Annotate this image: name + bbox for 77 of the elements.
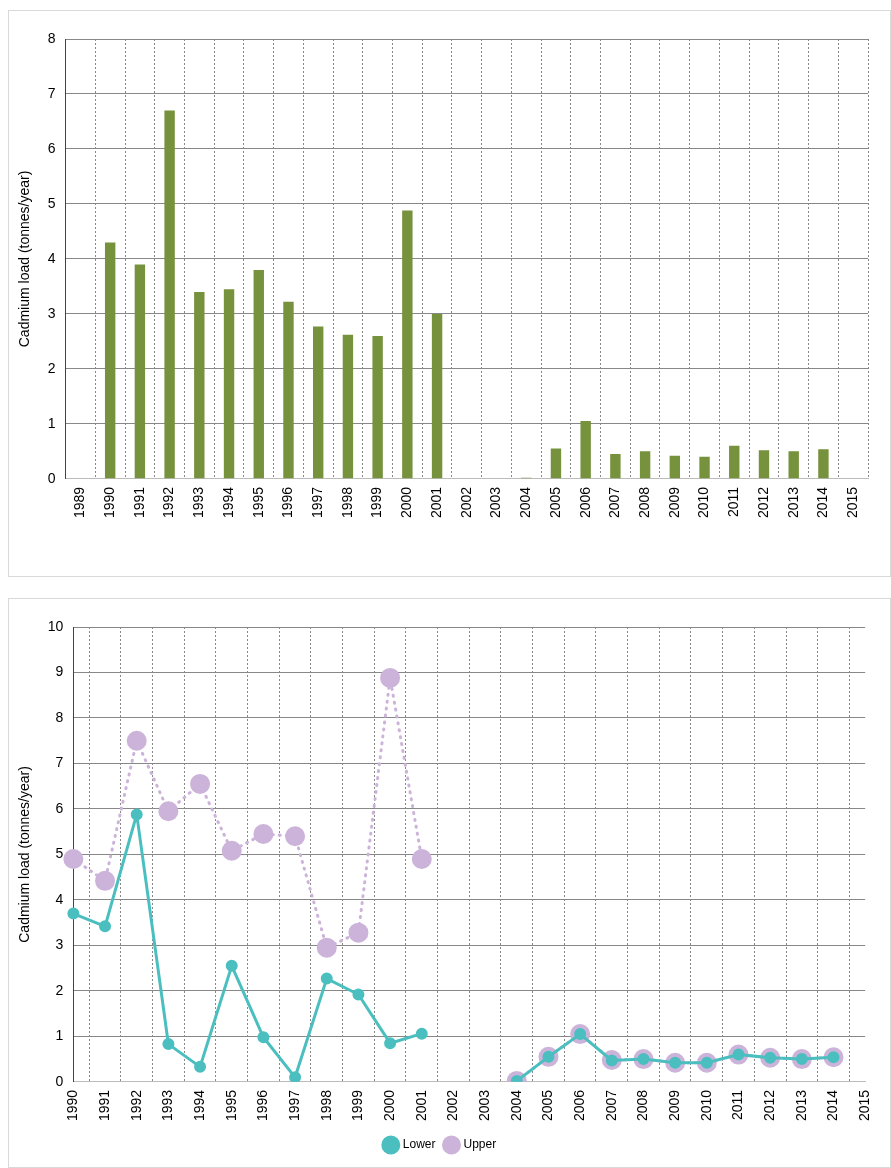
x-tick-label: 1993 (190, 486, 207, 519)
y-tick-label: 1 (55, 1027, 64, 1044)
x-tick-label: 1992 (160, 486, 177, 519)
x-tick-label: 1992 (127, 1089, 144, 1122)
x-tick-label: 2003 (475, 1089, 492, 1122)
x-tick-label: 2004 (507, 1089, 524, 1122)
x-tick-label: 2007 (606, 486, 623, 519)
x-tick-label: 2011 (725, 486, 742, 517)
x-tick-label: 1995 (222, 1089, 239, 1122)
x-tick-label: 1997 (309, 486, 326, 519)
x-tick-label: 2000 (380, 1089, 397, 1122)
x-tick-label: 1996 (254, 1089, 271, 1122)
y-tick-label: 8 (47, 29, 56, 46)
x-tick-label: 2013 (792, 1089, 809, 1122)
x-tick-label: 1996 (279, 486, 296, 519)
x-tick-label: 1999 (349, 1089, 366, 1122)
x-tick-label: 1990 (101, 486, 118, 519)
x-tick-label: 2014 (824, 1089, 841, 1122)
x-tick-label: 1997 (285, 1089, 302, 1122)
y-tick-label: 7 (55, 754, 64, 771)
y-tick-label: 2 (47, 359, 56, 376)
x-tick-label: 1990 (64, 1089, 81, 1122)
x-tick-label: 1999 (368, 486, 385, 519)
x-tick-label: 2012 (761, 1089, 778, 1122)
y-tick-label: 6 (47, 139, 56, 156)
x-tick-label: 1994 (190, 1089, 207, 1122)
x-tick-label: 1998 (338, 486, 355, 519)
y-tick-label: 10 (47, 617, 64, 634)
x-tick-label: 2001 (427, 486, 444, 519)
x-tick-label: 2005 (546, 486, 563, 519)
y-tick-label: 4 (55, 890, 64, 907)
x-tick-label: 2002 (457, 486, 474, 519)
x-tick-label: 2009 (665, 486, 682, 519)
y-tick-label: 0 (47, 469, 56, 486)
x-tick-label: 2008 (635, 486, 652, 519)
y-tick-label: 3 (47, 304, 56, 321)
x-tick-label: 2009 (666, 1089, 683, 1122)
x-tick-label: 1991 (95, 1089, 112, 1122)
x-tick-label: 1998 (317, 1089, 334, 1122)
x-tick-label: 2004 (517, 486, 534, 519)
y-tick-label: 1 (47, 414, 56, 431)
x-tick-label: 1994 (219, 486, 236, 519)
y-tick-label: 4 (47, 249, 56, 266)
legend-label: Upper (463, 1137, 497, 1152)
x-tick-label: 2010 (697, 1089, 714, 1122)
x-tick-label: 1991 (130, 486, 147, 519)
y-tick-label: 5 (47, 194, 56, 211)
x-tick-label: 2008 (634, 1089, 651, 1122)
x-tick-label: 2015 (844, 486, 860, 519)
x-tick-label: 1989 (71, 486, 88, 519)
x-tick-label: 2010 (695, 486, 712, 519)
y-tick-label: 8 (55, 708, 64, 725)
x-tick-label: 1995 (249, 486, 266, 519)
y-tick-label: 3 (55, 936, 64, 953)
x-tick-label: 2007 (602, 1089, 619, 1122)
y-tick-label: 6 (55, 799, 64, 816)
x-tick-label: 2003 (487, 486, 504, 519)
x-tick-label: 2005 (539, 1089, 556, 1122)
x-tick-label: 2015 (856, 1089, 873, 1122)
x-tick-label: 2006 (571, 1089, 587, 1122)
x-tick-label: 2014 (814, 486, 831, 519)
x-tick-label: 2001 (412, 1089, 429, 1122)
y-axis-title: Cadmium load (tonnes/year) (16, 766, 33, 943)
x-tick-label: 1993 (159, 1089, 176, 1122)
y-tick-label: 9 (55, 663, 64, 680)
x-tick-label: 2011 (729, 1089, 746, 1120)
legend-label: Lower (402, 1137, 436, 1152)
y-tick-label: 2 (55, 981, 64, 998)
y-tick-label: 0 (55, 1072, 64, 1089)
x-tick-label: 2000 (398, 486, 415, 519)
y-axis-title: Cadmium load (tonnes/year) (16, 170, 33, 348)
x-tick-label: 2002 (444, 1089, 461, 1122)
x-tick-label: 2013 (784, 486, 801, 519)
x-tick-label: 2012 (754, 486, 771, 519)
x-tick-label: 2006 (576, 486, 593, 519)
y-tick-label: 5 (55, 845, 64, 862)
y-tick-label: 7 (47, 84, 56, 101)
